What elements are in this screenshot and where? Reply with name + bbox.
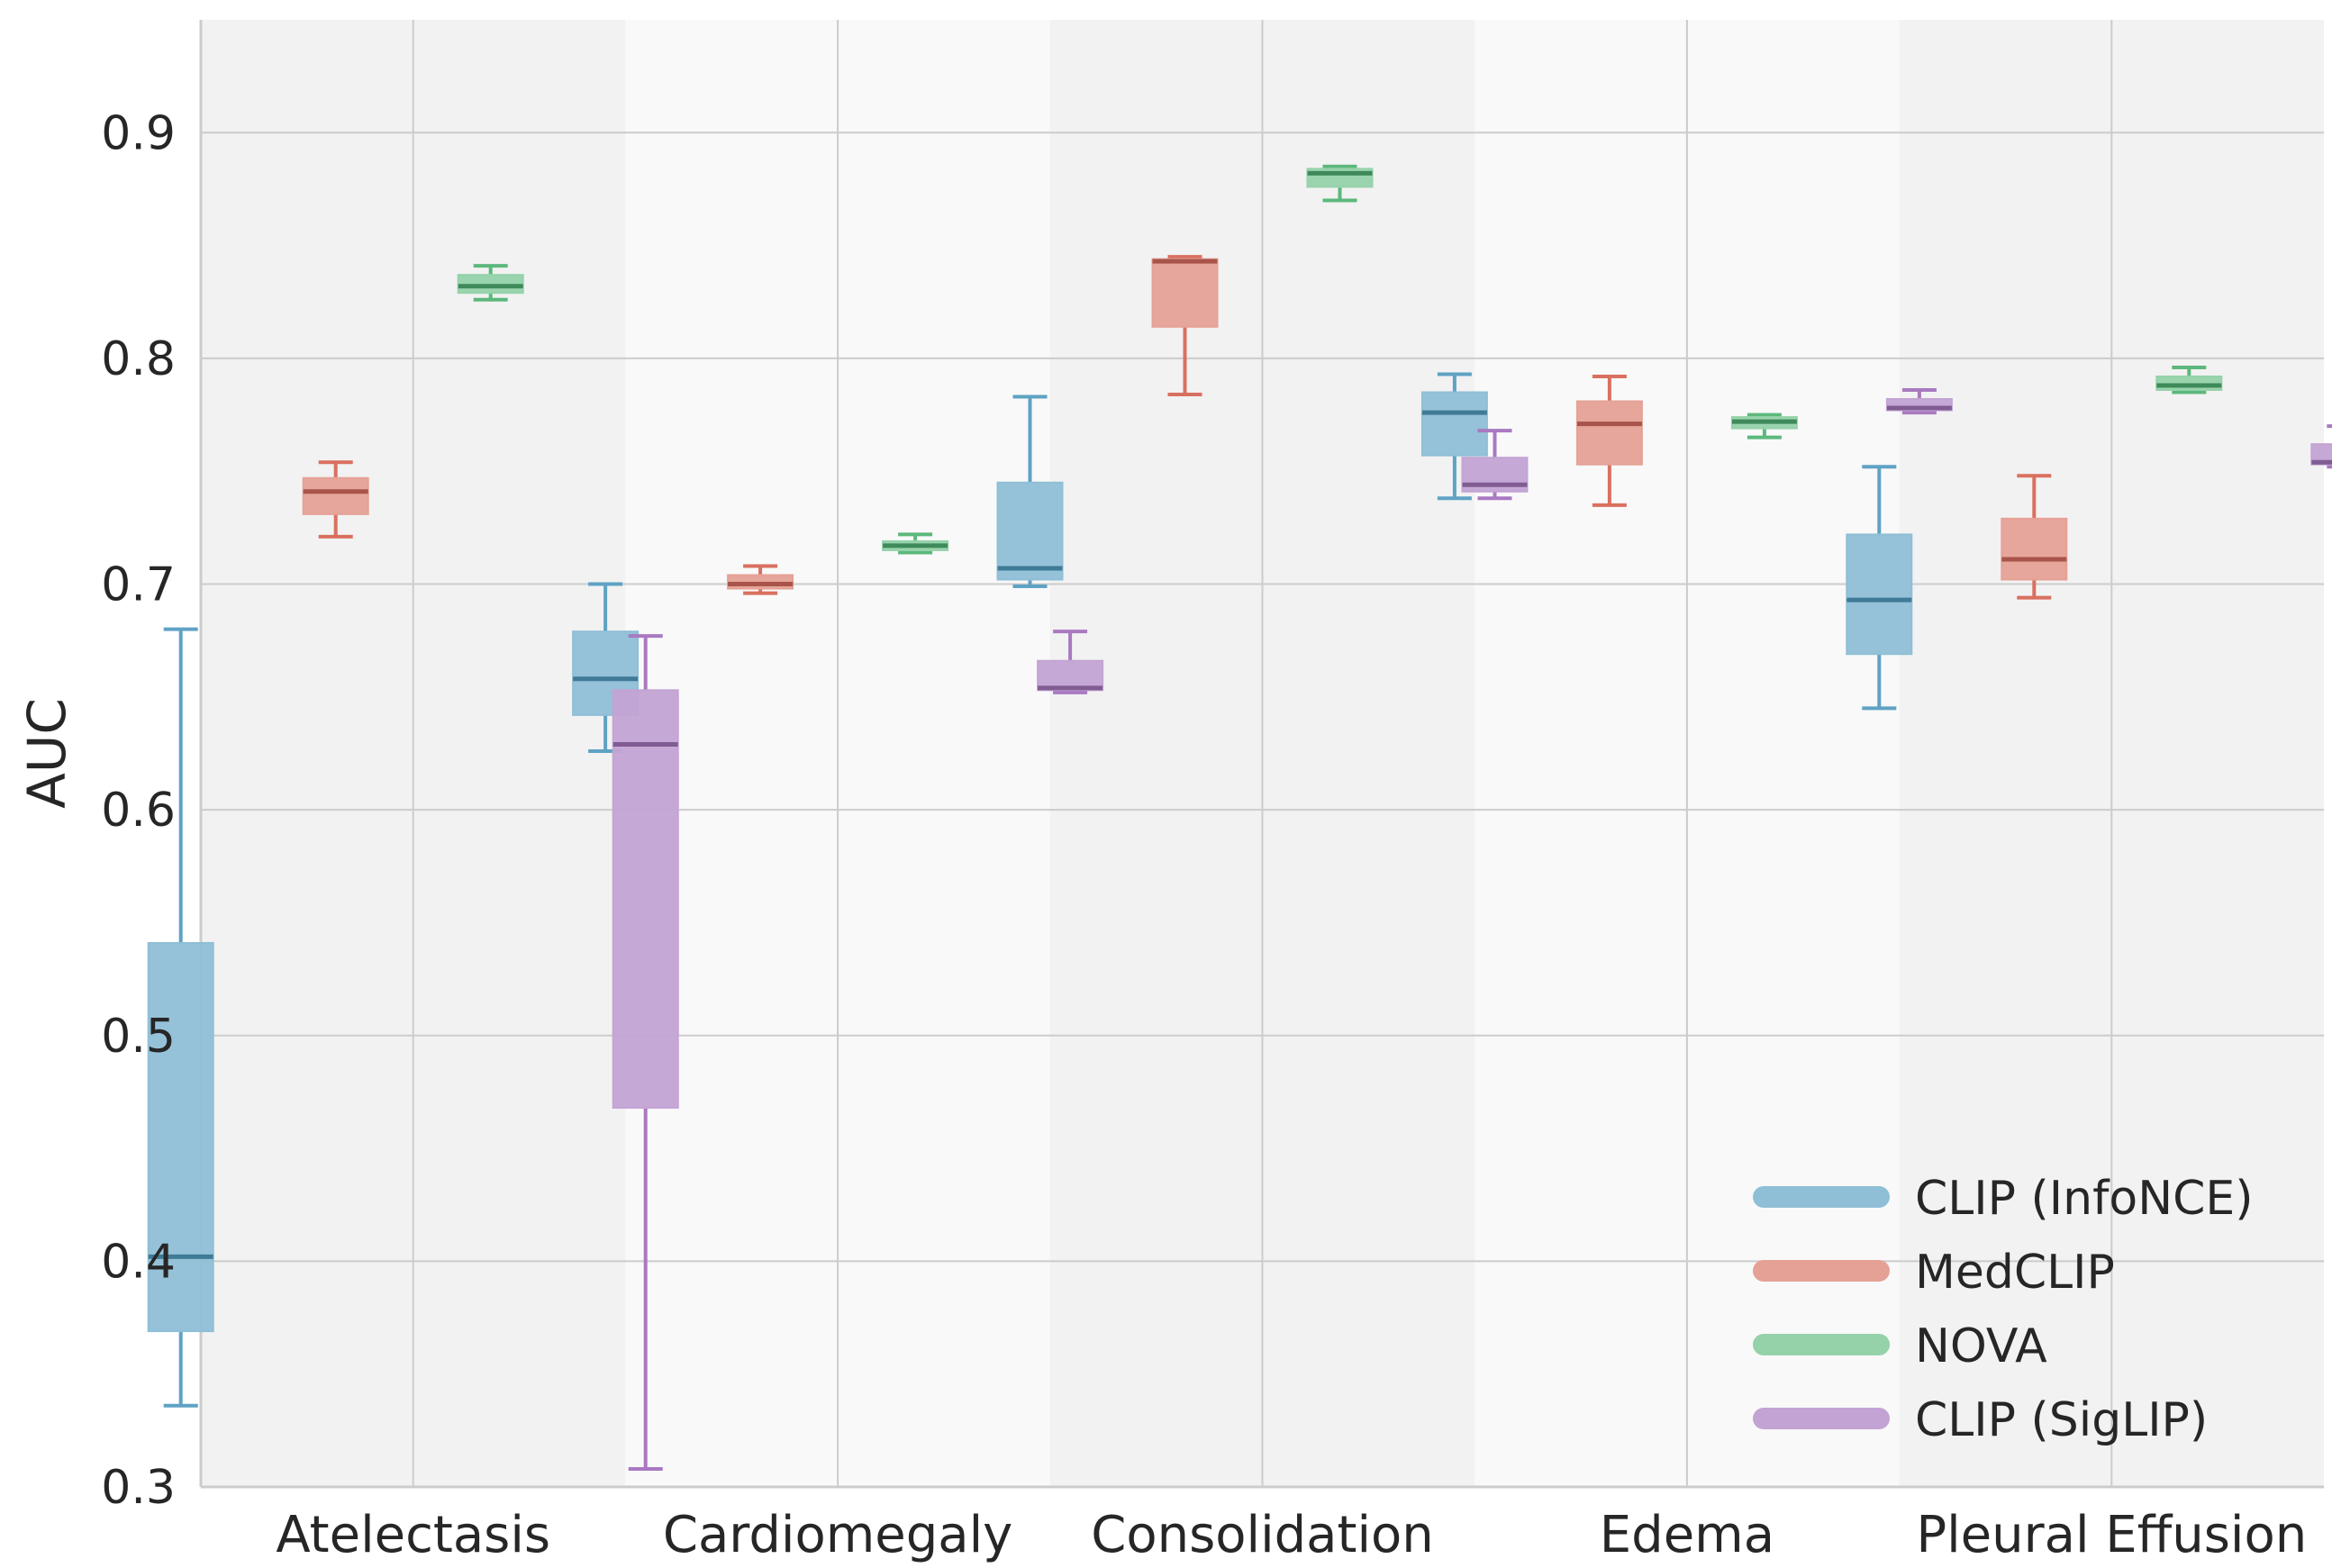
iqr-box <box>2001 517 2068 581</box>
legend-label: MedCLIP <box>1915 1246 2115 1300</box>
legend: CLIP (InfoNCE) MedCLIP NOVA CLIP (SigLIP) <box>1753 1172 2254 1447</box>
y-tick-label: 0.3 <box>101 1461 176 1515</box>
category-band <box>838 20 1050 1487</box>
x-tick-label: Consolidation <box>1091 1506 1434 1563</box>
iqr-box <box>1037 659 1104 692</box>
category-band <box>1899 20 2112 1487</box>
box-plot <box>1461 429 1529 501</box>
category-band <box>1262 20 1475 1487</box>
y-axis-label: AUC <box>16 698 77 809</box>
x-tick-label: Edema <box>1600 1506 1774 1563</box>
box-plot <box>727 564 794 595</box>
legend-label: CLIP (SigLIP) <box>1915 1393 2208 1447</box>
x-tick-label: Pleural Effusion <box>1916 1506 2307 1563</box>
box-plot <box>1730 412 1798 440</box>
x-tick-label: Cardiomegaly <box>663 1506 1012 1563</box>
y-tick-label: 0.7 <box>101 558 176 612</box>
iqr-box <box>996 481 1064 581</box>
iqr-box <box>1420 391 1488 457</box>
category-band <box>201 20 413 1487</box>
iqr-box <box>727 574 794 590</box>
box-plot <box>1037 630 1104 694</box>
iqr-box <box>1151 258 1219 328</box>
y-tick-label: 0.8 <box>101 332 176 386</box>
iqr-box <box>302 476 369 515</box>
category-bands <box>201 20 2324 1487</box>
box-plot <box>2310 424 2332 469</box>
box-plot <box>2155 365 2223 394</box>
category-band <box>1686 20 1900 1487</box>
box-plot <box>1846 465 1913 711</box>
legend-item: CLIP (SigLIP) <box>1753 1393 2208 1447</box>
legend-label: CLIP (InfoNCE) <box>1915 1172 2254 1226</box>
box-plot <box>1306 164 1374 203</box>
box-plot <box>302 460 369 539</box>
box-plots <box>147 164 2332 1471</box>
category-band <box>1475 20 1687 1487</box>
box-plot <box>457 264 524 302</box>
box-plot <box>2001 474 2068 600</box>
x-tick-labels: Atelectasis Cardiomegaly Consolidation Edem… <box>276 1506 2307 1564</box>
box-plot <box>1575 374 1643 507</box>
box-plot <box>147 627 214 1408</box>
iqr-box <box>147 942 214 1333</box>
legend-item: NOVA <box>1753 1319 2047 1373</box>
iqr-box <box>1846 533 1913 656</box>
y-tick-label: 0.5 <box>101 1010 176 1064</box>
legend-item: MedCLIP <box>1753 1246 2115 1300</box>
iqr-box <box>612 689 679 1109</box>
legend-item: CLIP (InfoNCE) <box>1753 1172 2254 1226</box>
iqr-box <box>2155 375 2223 392</box>
y-tick-label: 0.9 <box>101 106 176 160</box>
y-tick-label: 0.6 <box>101 784 176 838</box>
box-plot <box>882 532 949 555</box>
box-plot <box>1151 255 1219 397</box>
iqr-box <box>1575 400 1643 466</box>
box-plot <box>996 394 1064 589</box>
box-plot <box>1420 372 1488 501</box>
box-plot <box>612 634 679 1471</box>
category-band <box>1049 20 1263 1487</box>
box-plot <box>1885 388 1953 415</box>
iqr-box <box>457 274 524 295</box>
category-band <box>413 20 626 1487</box>
x-tick-label: Atelectasis <box>276 1506 550 1563</box>
y-tick-label: 0.4 <box>101 1235 176 1289</box>
category-band <box>2111 20 2324 1487</box>
y-tick-labels: 0.3 0.4 0.5 0.6 0.7 0.8 0.9 <box>101 106 176 1515</box>
iqr-box <box>2310 443 2332 466</box>
legend-label: NOVA <box>1915 1319 2047 1373</box>
